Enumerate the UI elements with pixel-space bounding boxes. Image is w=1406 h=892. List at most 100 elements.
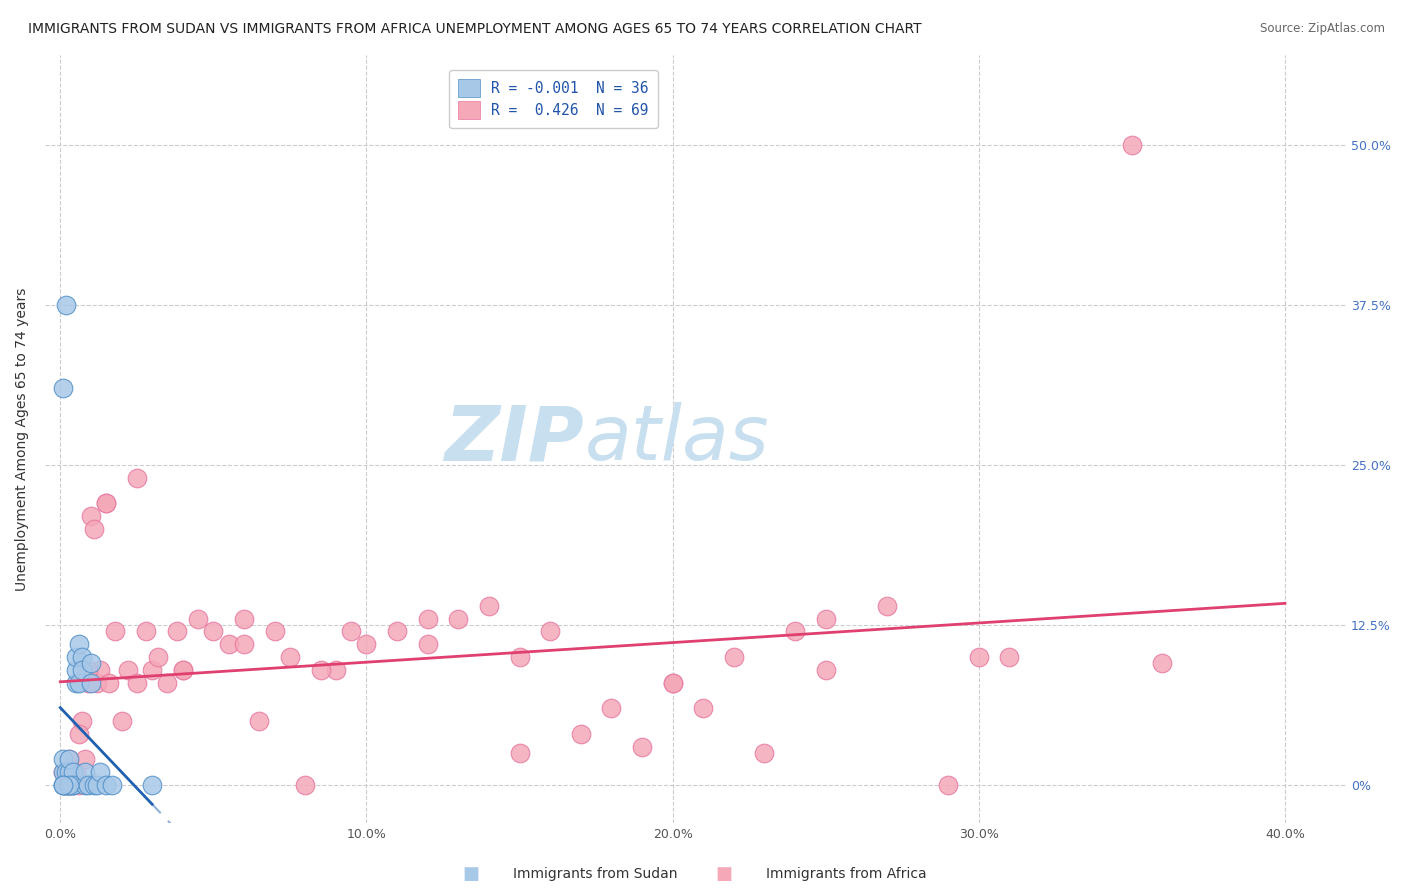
- Point: [247, 714, 270, 728]
- Point: [96, 496, 118, 510]
- Point: [148, 650, 170, 665]
- Point: [478, 599, 501, 613]
- Point: [96, 778, 118, 792]
- Point: [125, 471, 148, 485]
- Point: [73, 765, 96, 780]
- Point: [73, 752, 96, 766]
- Text: Source: ZipAtlas.com: Source: ZipAtlas.com: [1260, 22, 1385, 36]
- Point: [52, 752, 75, 766]
- Point: [55, 778, 77, 792]
- Point: [967, 650, 990, 665]
- Y-axis label: Unemployment Among Ages 65 to 74 years: Unemployment Among Ages 65 to 74 years: [15, 287, 30, 591]
- Point: [89, 663, 111, 677]
- Point: [80, 509, 103, 524]
- Text: ■: ■: [463, 865, 479, 883]
- Point: [125, 675, 148, 690]
- Point: [233, 637, 256, 651]
- Point: [65, 650, 87, 665]
- Point: [783, 624, 806, 639]
- Point: [172, 663, 194, 677]
- Point: [58, 752, 80, 766]
- Point: [110, 714, 132, 728]
- Point: [58, 765, 80, 780]
- Point: [76, 663, 98, 677]
- Point: [309, 663, 332, 677]
- Point: [356, 637, 378, 651]
- Point: [80, 657, 103, 671]
- Point: [67, 637, 90, 651]
- Point: [70, 714, 93, 728]
- Point: [52, 765, 75, 780]
- Point: [876, 599, 898, 613]
- Legend: R = -0.001  N = 36, R =  0.426  N = 69: R = -0.001 N = 36, R = 0.426 N = 69: [449, 70, 658, 128]
- Point: [156, 675, 179, 690]
- Point: [117, 663, 139, 677]
- Point: [1152, 657, 1174, 671]
- Point: [70, 650, 93, 665]
- Point: [58, 752, 80, 766]
- Point: [52, 778, 75, 792]
- Point: [62, 778, 84, 792]
- Point: [62, 765, 84, 780]
- Point: [814, 611, 837, 625]
- Point: [416, 637, 439, 651]
- Point: [89, 765, 111, 780]
- Point: [83, 778, 105, 792]
- Point: [202, 624, 225, 639]
- Text: IMMIGRANTS FROM SUDAN VS IMMIGRANTS FROM AFRICA UNEMPLOYMENT AMONG AGES 65 TO 74: IMMIGRANTS FROM SUDAN VS IMMIGRANTS FROM…: [28, 22, 922, 37]
- Point: [631, 739, 654, 754]
- Point: [661, 675, 683, 690]
- Point: [76, 778, 98, 792]
- Point: [80, 675, 103, 690]
- Point: [65, 663, 87, 677]
- Point: [76, 675, 98, 690]
- Point: [67, 675, 90, 690]
- Point: [508, 650, 530, 665]
- Point: [278, 650, 301, 665]
- Point: [263, 624, 285, 639]
- Point: [141, 663, 163, 677]
- Point: [166, 624, 188, 639]
- Point: [385, 624, 408, 639]
- Point: [692, 701, 714, 715]
- Point: [52, 778, 75, 792]
- Point: [936, 778, 959, 792]
- Point: [1121, 137, 1143, 152]
- Point: [52, 381, 75, 395]
- Point: [340, 624, 363, 639]
- Text: Immigrants from Sudan: Immigrants from Sudan: [513, 867, 678, 881]
- Point: [98, 675, 121, 690]
- Point: [62, 778, 84, 792]
- Point: [661, 675, 683, 690]
- Point: [723, 650, 745, 665]
- Point: [55, 778, 77, 792]
- Point: [416, 611, 439, 625]
- Point: [58, 778, 80, 792]
- Point: [325, 663, 347, 677]
- Point: [998, 650, 1021, 665]
- Text: ■: ■: [716, 865, 733, 883]
- Text: ZIP: ZIP: [446, 402, 585, 476]
- Point: [294, 778, 316, 792]
- Point: [141, 778, 163, 792]
- Point: [70, 663, 93, 677]
- Point: [73, 778, 96, 792]
- Text: Immigrants from Africa: Immigrants from Africa: [766, 867, 927, 881]
- Point: [447, 611, 470, 625]
- Point: [101, 778, 124, 792]
- Point: [600, 701, 623, 715]
- Point: [172, 663, 194, 677]
- Point: [218, 637, 240, 651]
- Point: [65, 765, 87, 780]
- Point: [538, 624, 561, 639]
- Point: [135, 624, 157, 639]
- Point: [508, 746, 530, 760]
- Point: [67, 778, 90, 792]
- Point: [62, 778, 84, 792]
- Point: [86, 778, 108, 792]
- Point: [86, 675, 108, 690]
- Point: [96, 496, 118, 510]
- Point: [104, 624, 127, 639]
- Point: [58, 778, 80, 792]
- Point: [55, 778, 77, 792]
